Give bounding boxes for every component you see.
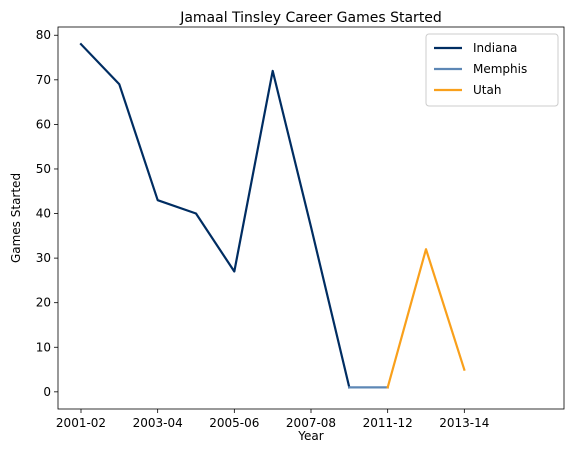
series-line-indiana [79, 42, 351, 389]
x-tick-label: 2011-12 [363, 416, 413, 430]
x-axis-label: Year [297, 429, 323, 443]
chart-title: Jamaal Tinsley Career Games Started [179, 10, 442, 26]
legend: Indiana Memphis Utah [425, 33, 559, 107]
y-tick-label: 70 [36, 73, 51, 87]
legend-label-memphis: Memphis [473, 62, 527, 76]
x-tick-label: 2003-04 [133, 416, 183, 430]
plot-frame [57, 26, 565, 410]
y-tick-label: 20 [36, 296, 51, 310]
x-tick-label: 2001-02 [56, 416, 106, 430]
legend-box [425, 33, 559, 107]
y-tick-label: 40 [36, 207, 51, 221]
y-tick-label: 0 [43, 385, 51, 399]
x-tick-label: 2005-06 [209, 416, 259, 430]
y-tick-label: 10 [36, 340, 51, 354]
y-tick-label: 50 [36, 162, 51, 176]
x-axis-ticks: 2001-02 2003-04 2005-06 2007-08 2011-12 2013-… [56, 409, 489, 430]
legend-label-utah: Utah [473, 83, 501, 97]
y-tick-label: 80 [36, 28, 51, 42]
y-axis-label: Games Started [9, 173, 23, 263]
series-lines [79, 42, 466, 389]
x-tick-label: 2007-08 [286, 416, 336, 430]
series-line-utah [386, 248, 466, 389]
x-tick-label: 2013-14 [439, 416, 489, 430]
y-axis-ticks: 0 10 20 30 40 50 60 70 80 [36, 28, 58, 399]
legend-label-indiana: Indiana [473, 41, 517, 55]
y-tick-label: 30 [36, 251, 51, 265]
y-tick-label: 60 [36, 117, 51, 131]
